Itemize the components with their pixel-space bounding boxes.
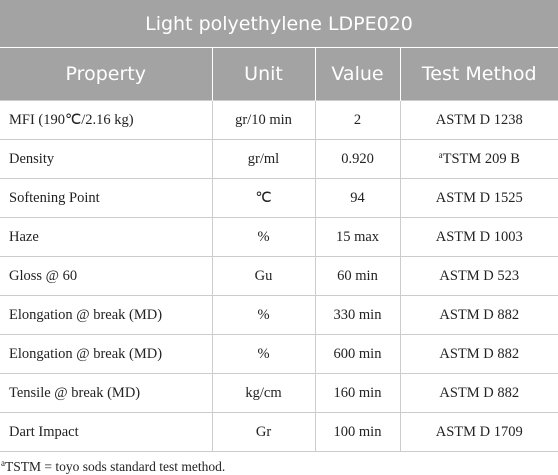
table-cell: 15 max <box>314 217 400 257</box>
table-cell: ℃ <box>211 178 315 218</box>
table-cell: Haze <box>0 217 212 257</box>
table-cell: Elongation @ break (MD) <box>0 334 212 374</box>
table-cell: MFI (190℃/2.16 kg) <box>0 100 212 140</box>
table-cell: 2 <box>314 100 400 140</box>
table-row: Elongation @ break (MD)% 600 min ASTM D 88… <box>0 334 558 374</box>
text: TSTM 209 B <box>442 151 520 167</box>
table-cell: ASTM D 523 <box>399 256 558 296</box>
table-cell: 600 min <box>314 334 400 374</box>
table-cell: Gu <box>211 256 315 296</box>
table-row: MFI (190℃/2.16 kg) gr/10 min 2 ASTM D 1238 <box>0 100 558 140</box>
table-cell: 0.920 <box>314 139 400 179</box>
table-cell: ASTM D 882 <box>399 373 558 413</box>
table-cell: 100 min <box>314 412 400 452</box>
table-cell: ASTM D 882 <box>399 295 558 335</box>
table-row: Dart Impact Gr 100 min ASTM D 1709 <box>0 412 558 452</box>
superscript: a <box>438 150 443 160</box>
table-cell: 60 min <box>314 256 400 296</box>
table-cell: gr/ml <box>211 139 315 179</box>
table-row: Density gr/ml 0.920 aTSTM 209 B <box>0 139 558 179</box>
table-cell: gr/10 min <box>211 100 315 140</box>
table-cell: Dart Impact <box>0 412 212 452</box>
table-row: Tensile @ break (MD) kg/cm 160 min ASTM D 8… <box>0 373 558 413</box>
table-cell: Gr <box>211 412 315 452</box>
table-body: MFI (190℃/2.16 kg) gr/10 min 2 ASTM D 1238 D… <box>0 100 558 452</box>
table-cell: 330 min <box>314 295 400 335</box>
property-table: Light polyethylene LDPE020 Property Unit V… <box>0 0 558 452</box>
table-cell: ASTM D 1003 <box>399 217 558 257</box>
table-row: Softening Point ℃ 94 ASTM D 1525 <box>0 178 558 218</box>
table-cell: aTSTM 209 B <box>399 139 558 179</box>
table-cell: ASTM D 1709 <box>399 412 558 452</box>
column-header: Property <box>0 47 212 101</box>
table-row: Haze% 15 max ASTM D 1003 <box>0 217 558 257</box>
header-row: Property Unit Value Test Method <box>0 47 558 101</box>
table-cell: Density <box>0 139 212 179</box>
table-cell: Elongation @ break (MD) <box>0 295 212 335</box>
table-cell: % <box>211 295 315 335</box>
footnote: aTSTM = toyo sods standard test method. <box>0 452 558 475</box>
table-cell: ASTM D 1238 <box>399 100 558 140</box>
table-cell: Gloss @ 60 <box>0 256 212 296</box>
table-cell: 160 min <box>314 373 400 413</box>
column-header: Value <box>314 47 400 101</box>
table-cell: Tensile @ break (MD) <box>0 373 212 413</box>
superscript: a <box>1 458 5 468</box>
table-cell: kg/cm <box>211 373 315 413</box>
column-header: Unit <box>211 47 315 101</box>
column-header: Test Method <box>399 47 558 101</box>
table-cell: 94 <box>314 178 400 218</box>
table-cell: % <box>211 334 315 374</box>
table-cell: ASTM D 1525 <box>399 178 558 218</box>
text: TSTM = toyo sods standard test method. <box>5 459 226 474</box>
table-row: Gloss @ 60 Gu 60 min ASTM D 523 <box>0 256 558 296</box>
table-cell: ASTM D 882 <box>399 334 558 374</box>
table-title: Light polyethylene LDPE020 <box>0 0 558 48</box>
table-row: Elongation @ break (MD)% 330 min ASTM D 88… <box>0 295 558 335</box>
table-cell: % <box>211 217 315 257</box>
table-cell: Softening Point <box>0 178 212 218</box>
